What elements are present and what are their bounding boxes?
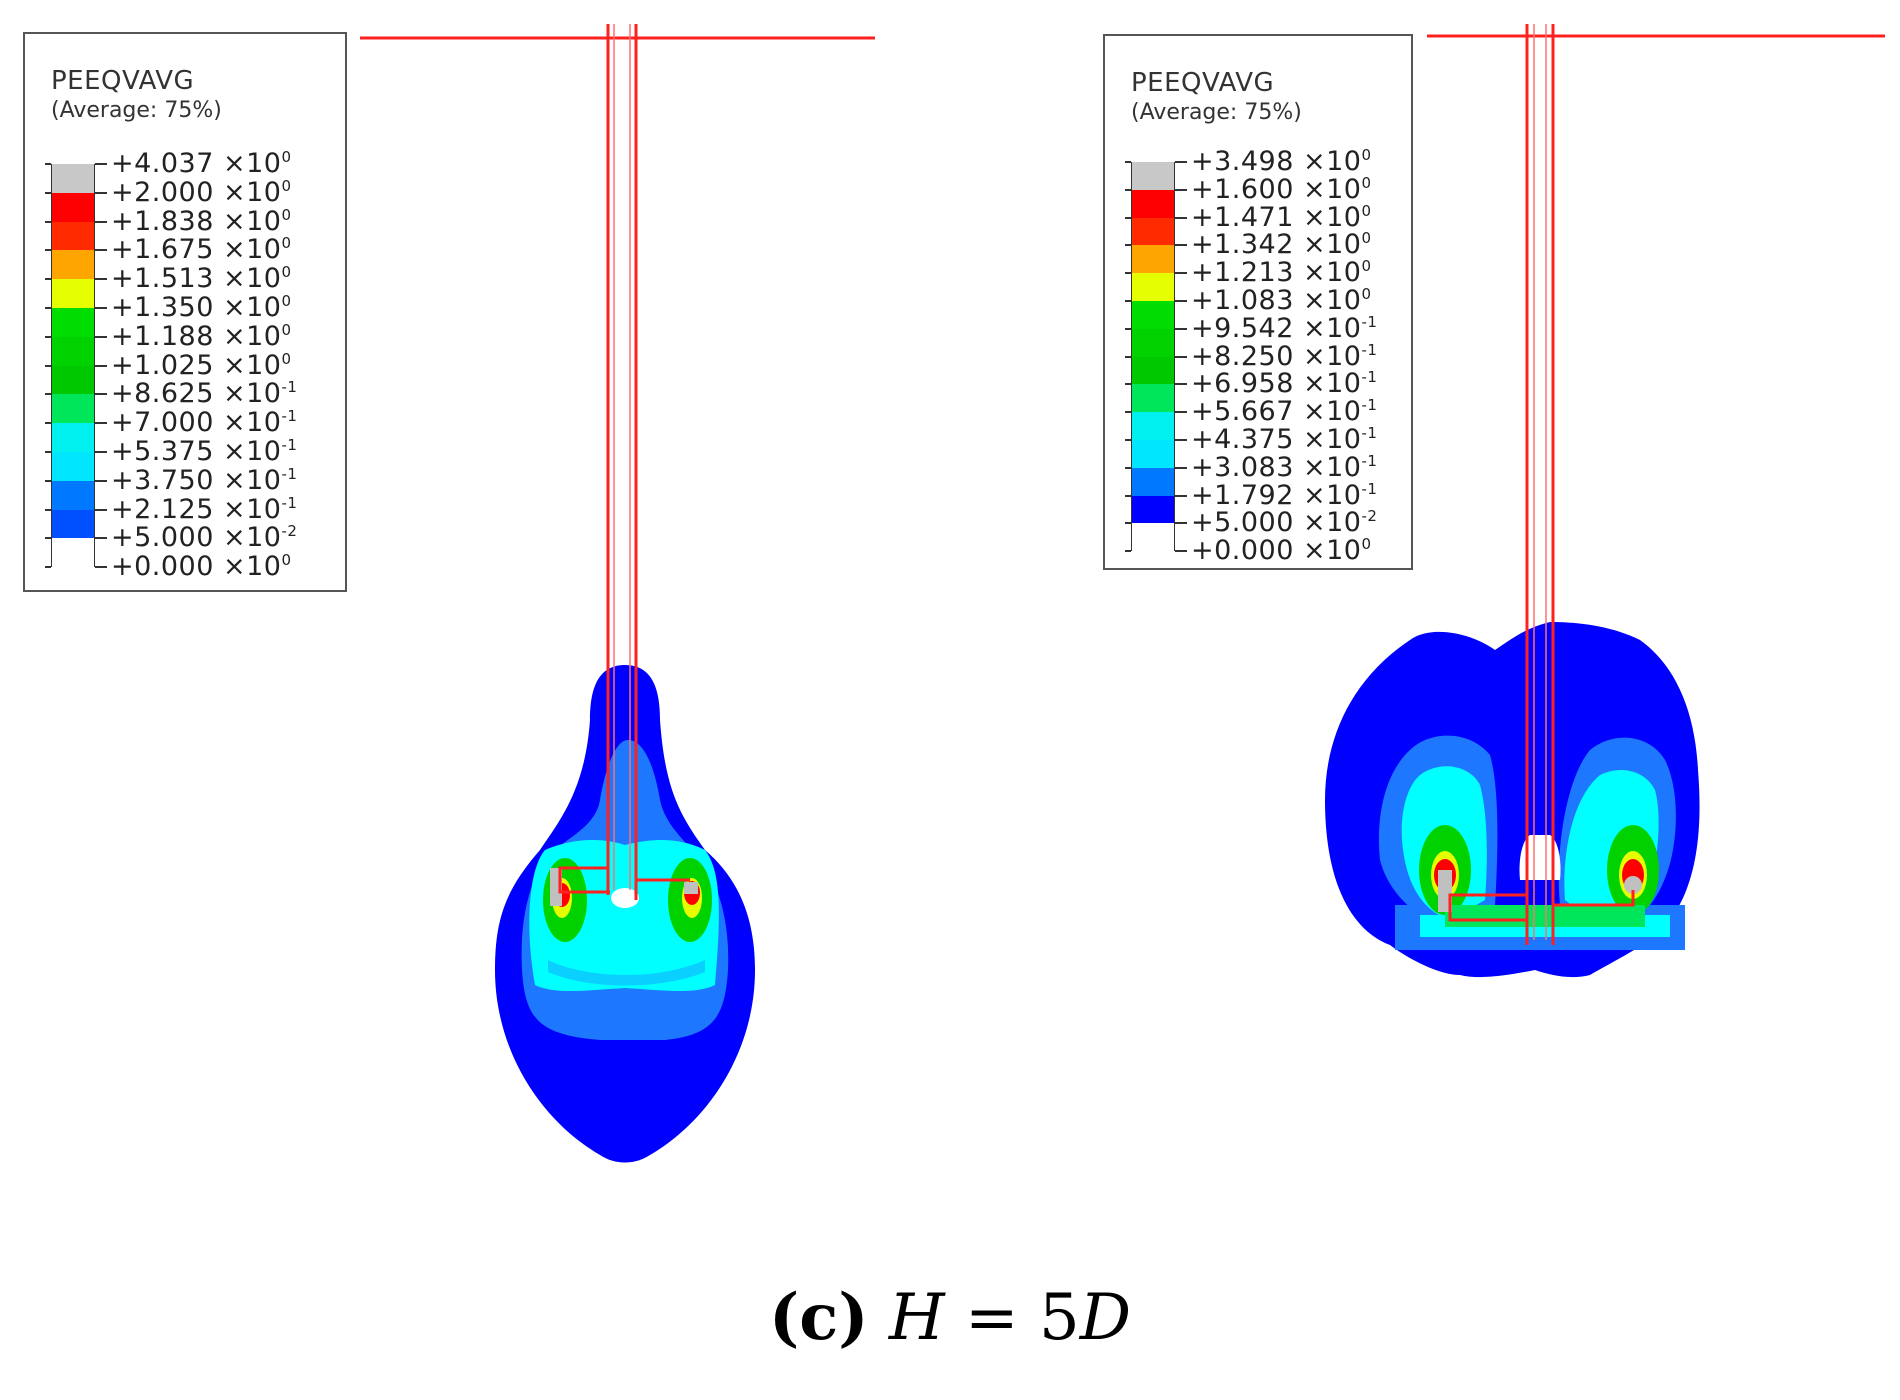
legend-title: PEEQVAVG xyxy=(1131,68,1275,98)
legend-right: PEEQVAVG (Average: 75%) +3.498 ×100 +1.6… xyxy=(1103,34,1413,570)
legend-swatch xyxy=(1131,217,1175,246)
legend-swatch xyxy=(1131,245,1175,274)
legend-value: +5.000 ×10-2 xyxy=(1191,507,1378,539)
legend-swatch xyxy=(51,394,95,424)
legend-value: +5.667 ×10-1 xyxy=(1191,396,1378,428)
central-cavity xyxy=(611,888,639,908)
caption-label: (c) xyxy=(768,1280,869,1355)
figure-caption: (c) H = 5D xyxy=(0,1280,1900,1355)
legend-value: +4.375 ×10-1 xyxy=(1191,423,1378,455)
legend-swatch xyxy=(51,451,95,481)
legend-swatch xyxy=(1131,412,1175,441)
legend-value: +1.025 ×100 xyxy=(111,349,292,381)
anchor-plate-right xyxy=(1553,890,1635,907)
legend-value: +1.675 ×100 xyxy=(111,234,292,266)
legend-value: +9.542 ×10-1 xyxy=(1191,312,1378,344)
legend-value: +3.083 ×10-1 xyxy=(1191,451,1378,483)
zone-gray-right xyxy=(1624,876,1642,894)
legend-value: +5.375 ×10-1 xyxy=(111,435,298,467)
legend-swatch xyxy=(51,480,95,510)
legend-swatch xyxy=(1131,439,1175,468)
legend-swatch xyxy=(51,279,95,309)
legend-swatch xyxy=(51,538,95,568)
legend-value: +1.600 ×100 xyxy=(1191,173,1372,205)
legend-subtitle: (Average: 75%) xyxy=(1131,100,1302,125)
legend-swatch xyxy=(1131,273,1175,302)
legend-value: +1.471 ×100 xyxy=(1191,201,1372,233)
caption-unit: D xyxy=(1079,1281,1132,1355)
plastic-zone-plot-right xyxy=(1325,24,1885,978)
legend-value: +1.838 ×100 xyxy=(111,205,292,237)
legend-value: +7.000 ×10-1 xyxy=(111,407,298,439)
contour-panel-left: PEEQVAVG (Average: 75%) +4.037 ×100 +2.0… xyxy=(0,0,950,1240)
legend-swatch xyxy=(51,423,95,453)
legend-value: +2.000 ×100 xyxy=(111,176,292,208)
legend-swatch xyxy=(51,164,95,193)
legend-swatch xyxy=(51,336,95,366)
legend-swatch xyxy=(51,221,95,251)
legend-swatch xyxy=(51,250,95,280)
legend-swatch xyxy=(51,509,95,539)
contour-panel-right: PEEQVAVG (Average: 75%) +3.498 ×100 +1.6… xyxy=(950,0,1900,1240)
legend-value: +1.213 ×100 xyxy=(1191,257,1372,289)
caption-equals: = 5 xyxy=(944,1281,1080,1355)
anchor-plate-left xyxy=(1448,893,1527,922)
legend-value: +0.000 ×100 xyxy=(1191,535,1372,567)
zone-gray-right xyxy=(684,882,698,894)
plastic-zone-plot-left xyxy=(360,24,875,1163)
legend-swatch xyxy=(1131,467,1175,496)
legend-swatch xyxy=(1131,189,1175,218)
legend-swatch xyxy=(1131,495,1175,524)
anchor-plate-left xyxy=(558,866,610,894)
legend-value: +1.083 ×100 xyxy=(1191,284,1372,316)
legend-value: +1.342 ×100 xyxy=(1191,229,1372,261)
central-cavity xyxy=(1519,835,1561,880)
legend-swatch xyxy=(51,192,95,222)
legend-value: +6.958 ×10-1 xyxy=(1191,368,1378,400)
legend-swatch xyxy=(1131,356,1175,385)
legend-value: +3.498 ×100 xyxy=(1191,146,1372,177)
legend-value: +1.350 ×100 xyxy=(111,291,292,323)
legend-value: +0.000 ×100 xyxy=(111,551,292,583)
legend-subtitle: (Average: 75%) xyxy=(51,98,222,123)
legend-value: +4.037 ×100 xyxy=(111,148,292,179)
legend-value: +2.125 ×10-1 xyxy=(111,493,298,525)
legend-value: +3.750 ×10-1 xyxy=(111,464,298,496)
legend-left: PEEQVAVG (Average: 75%) +4.037 ×100 +2.0… xyxy=(23,32,347,592)
legend-value: +1.792 ×10-1 xyxy=(1191,479,1378,511)
legend-value: +8.625 ×10-1 xyxy=(111,378,298,410)
legend-title: PEEQVAVG xyxy=(51,66,195,96)
legend-swatch xyxy=(1131,300,1175,329)
legend-value: +1.188 ×100 xyxy=(111,320,292,352)
caption-variable: H xyxy=(888,1281,945,1355)
legend-swatch xyxy=(1131,523,1175,552)
zone-blue-stripe xyxy=(548,960,705,986)
legend-value: +8.250 ×10-1 xyxy=(1191,340,1378,372)
legend-value: +1.513 ×100 xyxy=(111,263,292,295)
zone-green-base xyxy=(1445,905,1645,927)
legend-value: +5.000 ×10-2 xyxy=(111,522,298,554)
legend-swatch xyxy=(1131,384,1175,413)
legend-swatch xyxy=(1131,328,1175,357)
legend-swatch xyxy=(51,365,95,395)
legend-swatch xyxy=(1131,162,1175,190)
legend-swatch xyxy=(51,307,95,337)
